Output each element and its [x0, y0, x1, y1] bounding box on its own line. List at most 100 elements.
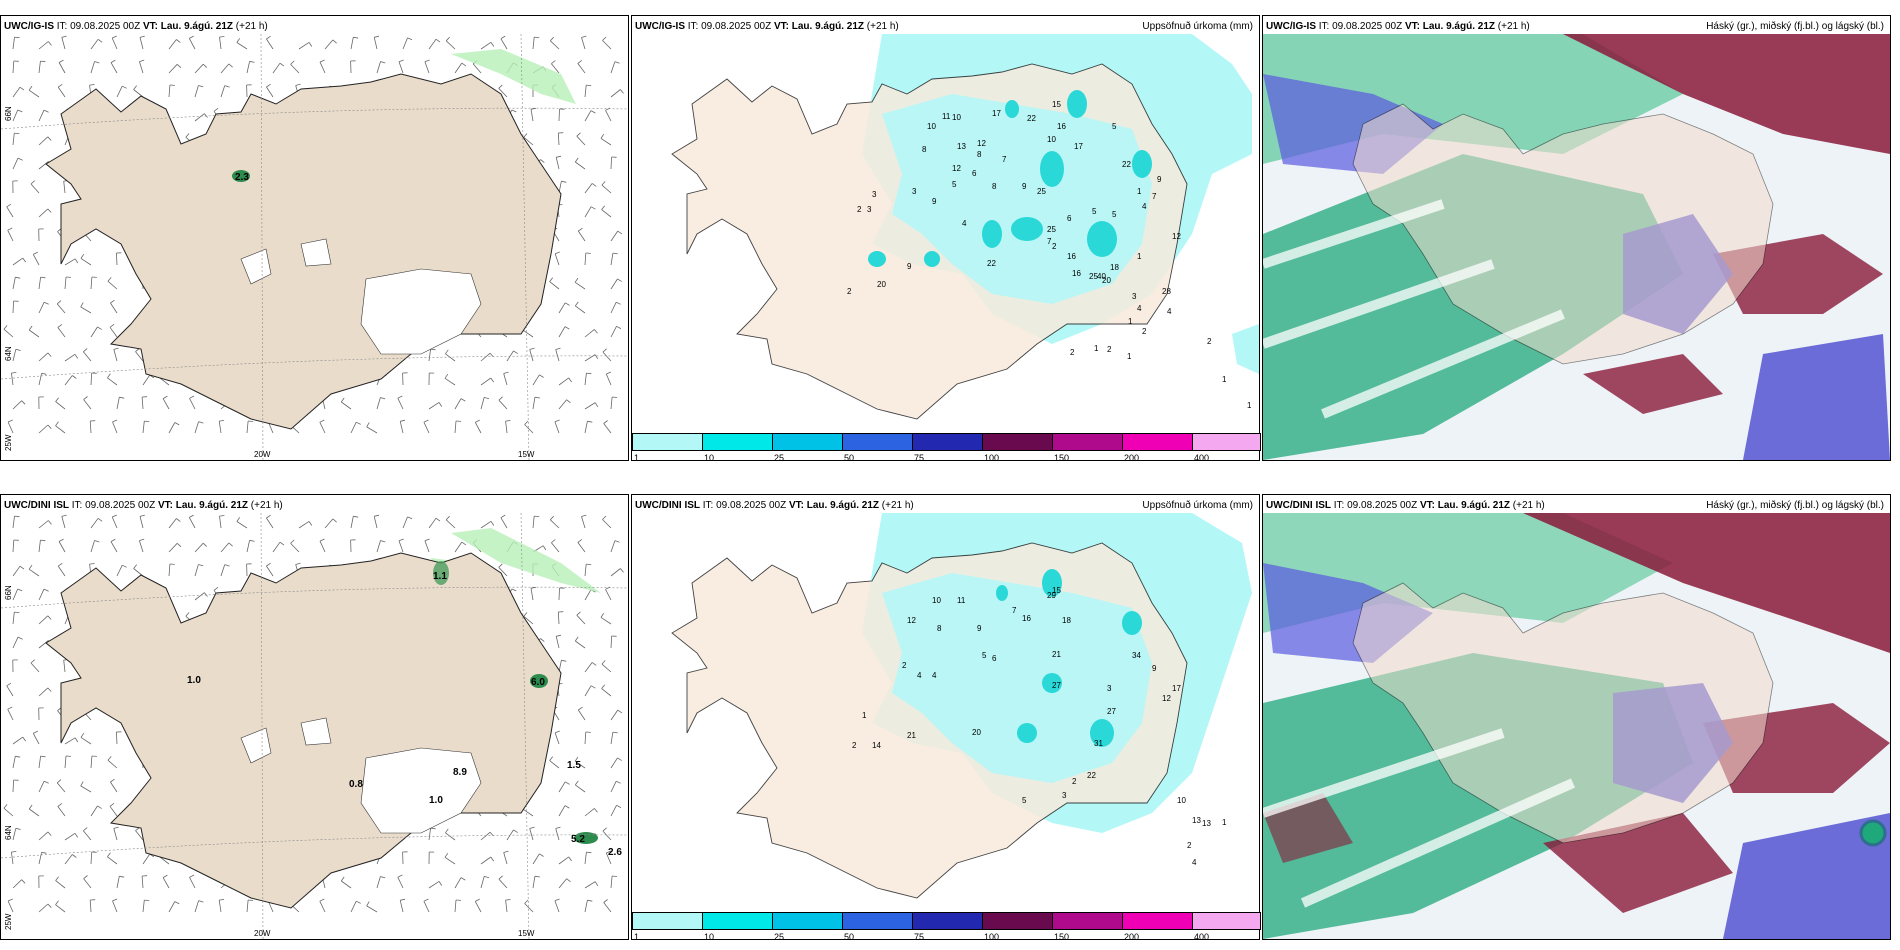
precip-value: 21	[907, 731, 916, 740]
precip-value: 7	[1012, 606, 1017, 615]
precip-shading	[451, 49, 576, 104]
wind-barb-staff	[38, 161, 49, 170]
wind-map[interactable]: 1.1 1.0 6.0 0.8 8.9 1.0 1.5 5.2 2.6	[1, 513, 628, 939]
precip-value: 2	[1142, 327, 1147, 336]
wind-barb-staff	[577, 230, 586, 242]
wind-barb-feather	[601, 205, 606, 210]
precip-value: 7	[1152, 192, 1157, 201]
wind-barb-feather	[524, 899, 529, 904]
wind-barb-feather	[236, 38, 241, 43]
wind-barb-feather	[590, 206, 596, 210]
wind-barb-feather	[498, 396, 503, 401]
precip-value: 16	[1022, 614, 1031, 623]
wind-barb-staff	[12, 588, 19, 601]
wind-barb-feather	[554, 419, 560, 423]
wind-barb-feather	[500, 35, 506, 40]
wind-barb-staff	[236, 42, 248, 50]
valid-time: Lau. 9.ágú. 21Z	[806, 500, 879, 511]
wind-barb-staff	[350, 37, 354, 50]
panel-subtitle: Háský (gr.), miðský (fj.bl.) og lágský (…	[1706, 500, 1884, 511]
precip-value: 3	[872, 190, 877, 199]
wind-barb-staff	[38, 208, 49, 218]
panel-wind-dini: UWC/DINI ISL IT: 09.08.2025 00Z VT: Lau.…	[0, 494, 629, 940]
wind-barb-staff	[584, 881, 596, 889]
cloud-map[interactable]	[1263, 34, 1890, 460]
wind-barb-feather	[587, 899, 593, 902]
wind-barb-staff	[398, 540, 404, 553]
precip-value: 40	[1097, 272, 1106, 281]
wind-barb-feather	[279, 62, 285, 67]
low-cloud-area	[1583, 354, 1723, 414]
lead-time: (+21 h)	[881, 500, 914, 511]
wind-barb-feather	[248, 420, 254, 422]
wind-barb-staff	[522, 329, 534, 338]
precip-value: 9	[1152, 664, 1157, 673]
colorbar-segment	[702, 912, 773, 930]
wind-barb-feather	[122, 564, 127, 568]
wind-barb-staff	[498, 567, 508, 577]
precip-value: 1	[1137, 252, 1142, 261]
wind-barb-feather	[43, 588, 49, 592]
wind-barb-staff	[576, 614, 586, 625]
wind-barb-feather	[606, 371, 612, 375]
wind-barb-feather	[594, 354, 599, 360]
wind-barb-feather	[505, 899, 511, 901]
precip-value: 10	[952, 113, 961, 122]
wind-barb-feather	[198, 564, 204, 567]
it-label: IT:	[1318, 21, 1330, 32]
panel-precip-igis: UWC/IG-IS IT: 09.08.2025 00Z VT: Lau. 9.…	[631, 15, 1260, 461]
wind-map[interactable]: 2.3	[1, 34, 628, 460]
wind-barb-staff	[454, 420, 457, 434]
wind-barb-feather	[602, 515, 607, 520]
wind-barb-staff	[220, 542, 230, 553]
wind-barb-feather	[587, 420, 593, 423]
wind-barb-feather	[55, 421, 59, 426]
wind-barb-staff	[319, 901, 326, 913]
precip-value: 5	[982, 651, 987, 660]
wind-barb-staff	[550, 519, 560, 529]
wind-barb-feather	[586, 84, 592, 86]
vt-label: VT:	[142, 21, 158, 32]
wind-barb-staff	[498, 88, 508, 98]
wind-barb-feather	[176, 518, 181, 522]
wind-barb-staff	[529, 349, 534, 362]
wind-barb-feather	[603, 420, 608, 424]
valid-time: Lau. 9.ágú. 21Z	[1437, 500, 1510, 511]
precip-value: 12	[1162, 694, 1171, 703]
precip-value: 2	[1187, 841, 1192, 850]
wind-barb-feather	[374, 35, 380, 38]
wind-barb-staff	[584, 589, 592, 601]
wind-barb-feather	[266, 35, 271, 40]
wind-barb-staff	[584, 252, 587, 266]
precip-value: 16	[1057, 122, 1066, 131]
wind-barb-staff	[554, 253, 560, 266]
wind-barb-staff	[12, 565, 21, 577]
wind-barb-feather	[189, 514, 194, 518]
wind-barb-staff	[38, 615, 49, 625]
wind-barb-staff	[3, 807, 14, 817]
wind-barb-feather	[460, 877, 466, 881]
wind-barb-feather	[97, 805, 102, 809]
wind-barb-staff	[194, 113, 205, 122]
cloud-map[interactable]	[1263, 513, 1890, 939]
wind-barb-feather	[524, 420, 529, 425]
wind-barb-staff	[610, 396, 613, 410]
wind-barb-feather	[41, 372, 47, 375]
wind-barb-staff	[373, 37, 378, 50]
clear-streaks	[1263, 728, 1576, 908]
wind-barb-feather	[444, 373, 449, 379]
wind-barb-staff	[38, 852, 42, 865]
lat-label-64: 64N	[4, 346, 13, 361]
wind-barb-feather	[366, 422, 370, 428]
wind-barb-feather	[198, 421, 204, 424]
wind-barb-staff	[500, 38, 508, 50]
wind-barb-feather	[577, 60, 583, 64]
colorbar-tick: 25	[774, 453, 785, 463]
wind-barb-feather	[107, 373, 111, 379]
wind-barb-staff	[530, 109, 534, 122]
precip-value: 8	[922, 145, 927, 154]
wind-barb-staff	[584, 900, 588, 913]
